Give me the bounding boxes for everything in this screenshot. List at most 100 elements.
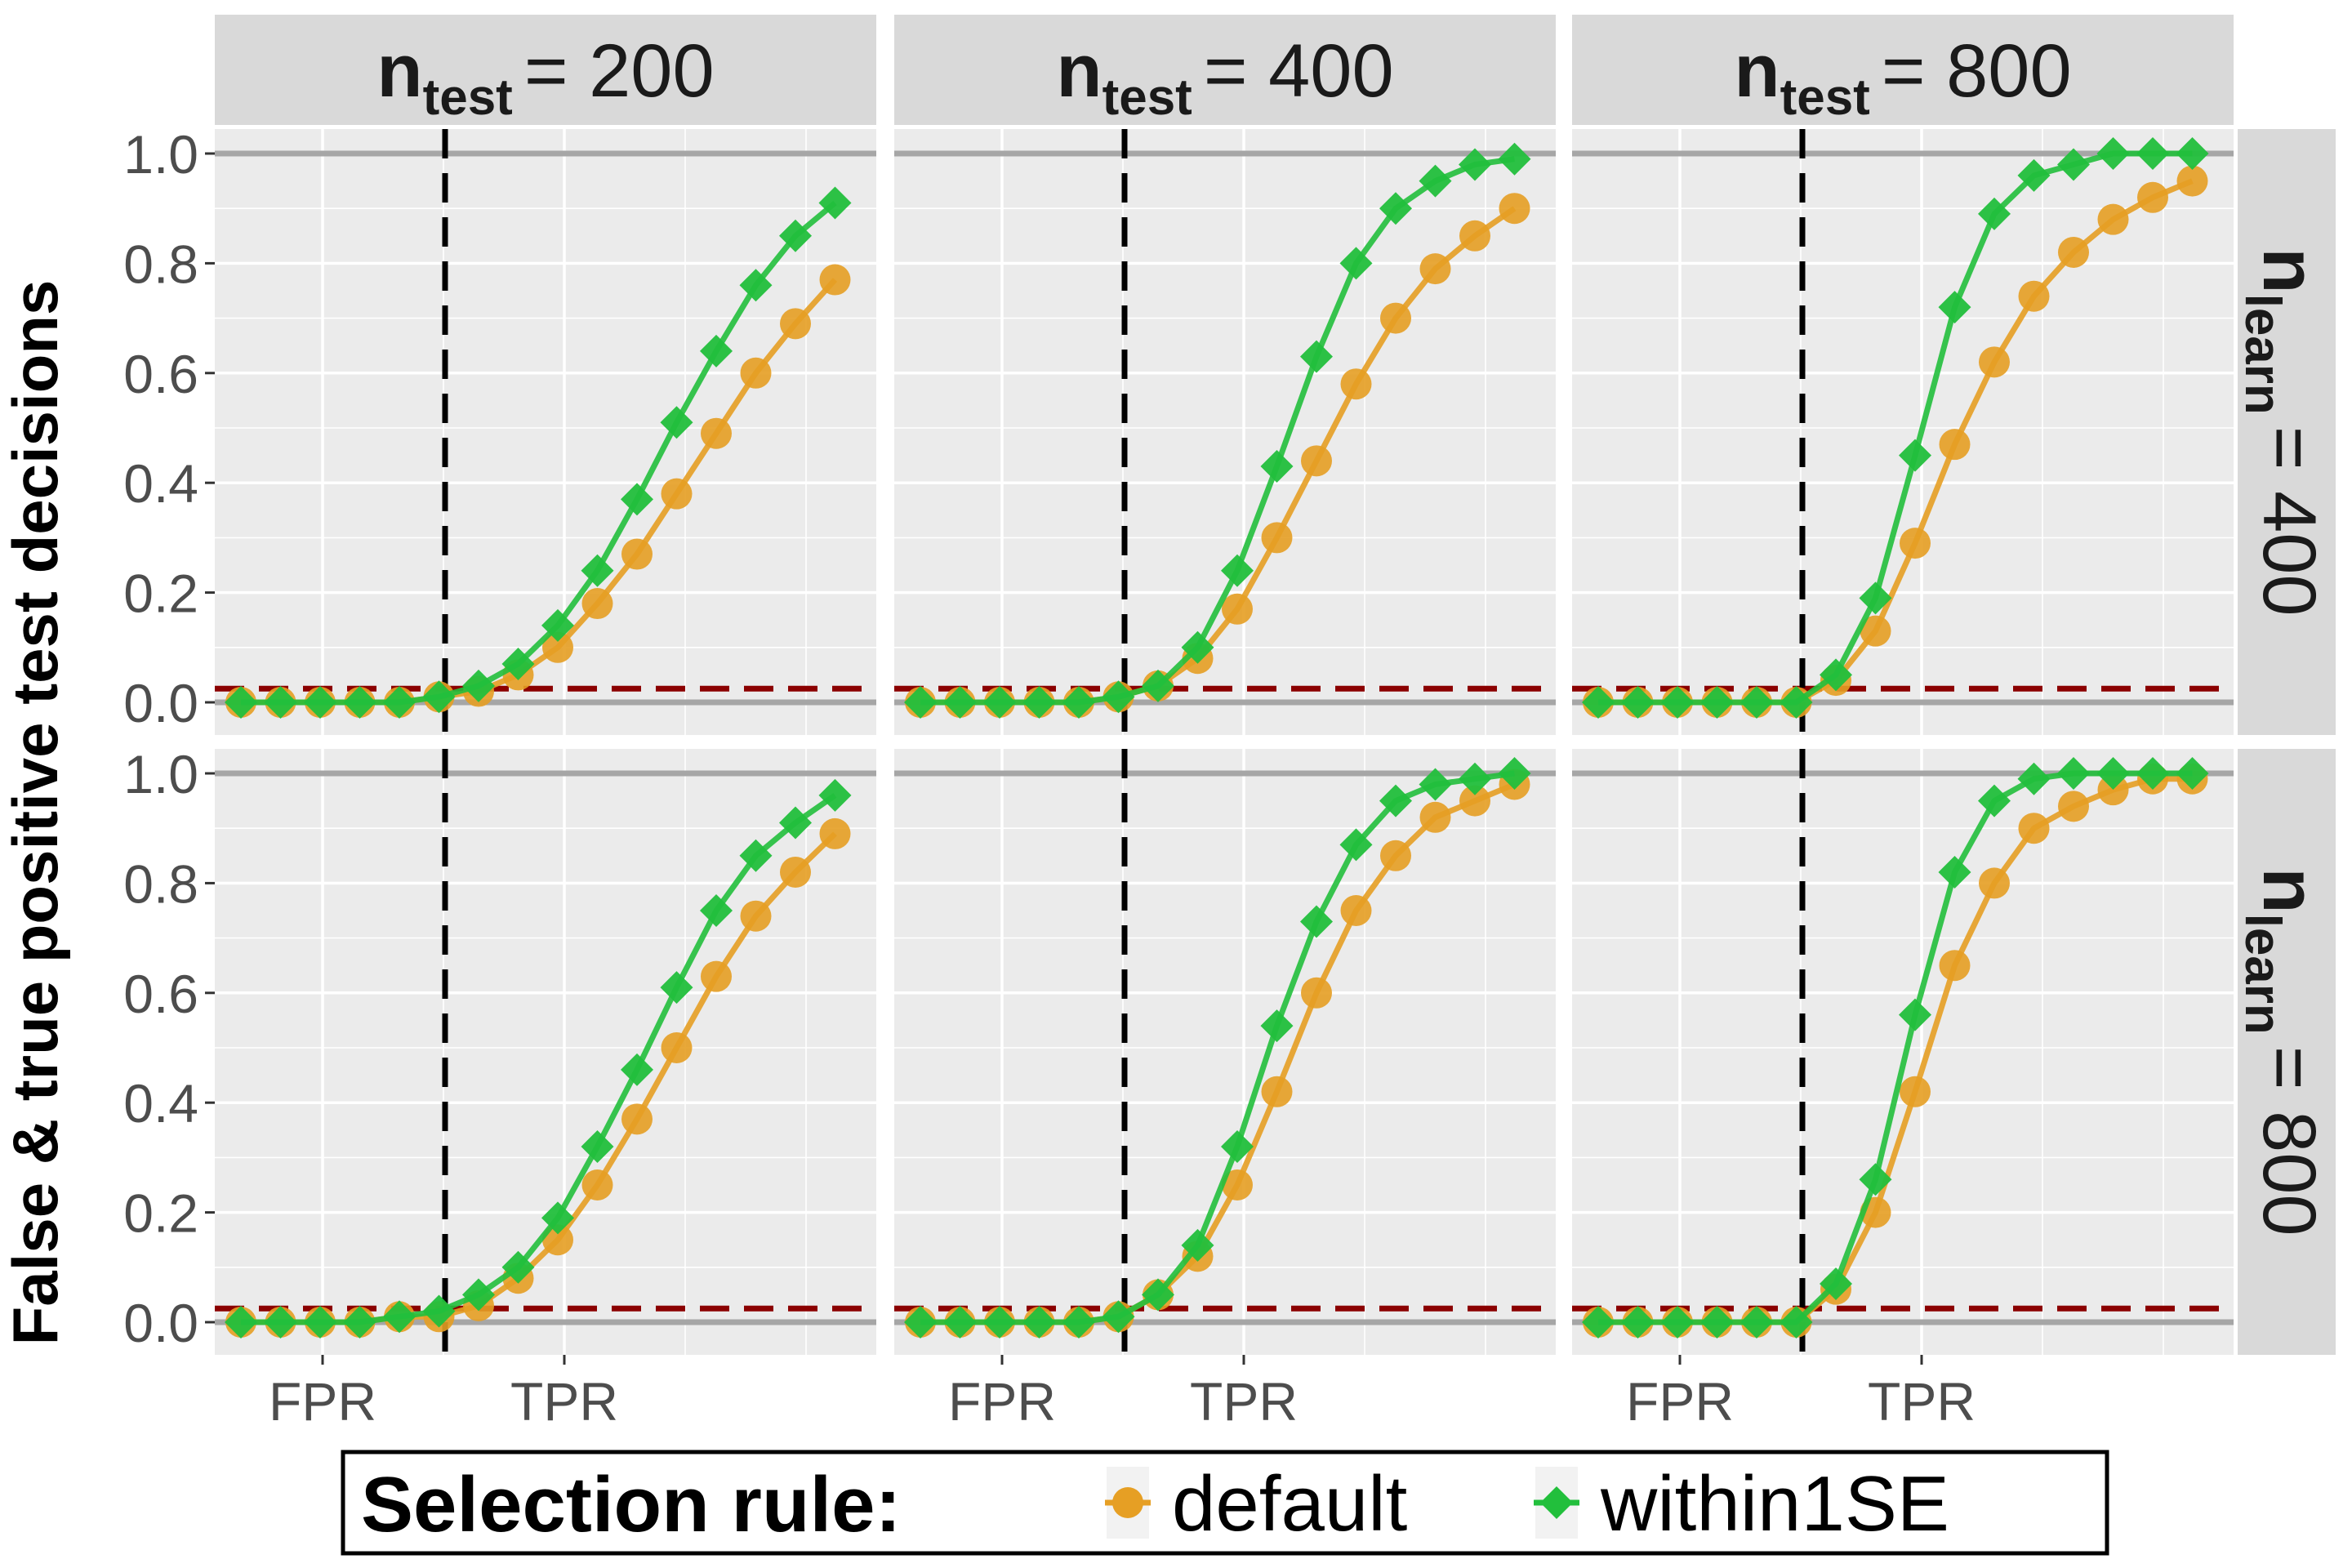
data-point-within1SE	[1181, 630, 1214, 664]
legend: Selection rule: default within1SE	[341, 1450, 2109, 1556]
panel-r0-c1	[894, 129, 1556, 735]
data-point-within1SE	[541, 608, 574, 642]
data-point-within1SE	[943, 686, 977, 719]
data-point-within1SE	[1820, 1267, 1852, 1300]
data-point-within1SE	[1899, 998, 1931, 1031]
data-point-within1SE	[1062, 686, 1095, 719]
data-point-default	[2097, 774, 2129, 806]
col-strip-label: ntest = 800	[1734, 29, 2071, 126]
data-point-default	[1301, 977, 1332, 1009]
data-point-default	[1860, 615, 1891, 647]
data-point-default	[1900, 1076, 1931, 1107]
data-point-default	[1459, 220, 1490, 252]
data-point-default	[1261, 522, 1293, 554]
data-point-within1SE	[904, 1306, 937, 1339]
data-point-default	[621, 1103, 653, 1135]
data-point-within1SE	[2136, 757, 2169, 790]
x-tick-label: FPR	[1626, 1371, 1734, 1432]
strip-base: n	[1056, 29, 1102, 113]
data-point-within1SE	[1661, 686, 1694, 719]
data-point-within1SE	[383, 686, 416, 719]
data-point-default	[780, 856, 811, 888]
data-point-default	[701, 417, 732, 449]
data-point-default	[2058, 791, 2089, 822]
data-point-default	[1340, 368, 1372, 400]
data-point-within1SE	[1820, 658, 1852, 692]
row-strip-label: nlearn = 800	[2234, 867, 2331, 1236]
series-line-within1SE	[920, 770, 1515, 1325]
data-point-default	[2176, 165, 2208, 197]
data-point-within1SE	[2136, 137, 2169, 170]
data-point-within1SE	[383, 1300, 416, 1334]
data-point-default	[621, 538, 653, 570]
data-point-default	[661, 1032, 693, 1063]
data-point-within1SE	[1142, 1278, 1174, 1312]
series-line-within1SE	[1598, 150, 2193, 706]
data-point-within1SE	[1379, 784, 1412, 817]
data-point-within1SE	[818, 778, 852, 812]
data-point-default	[2018, 813, 2050, 844]
y-tick-label: 0.0	[123, 673, 198, 733]
panel-background	[894, 749, 1556, 1355]
data-point-default	[1419, 801, 1451, 833]
data-point-within1SE	[1102, 680, 1135, 714]
data-point-within1SE	[1938, 291, 1971, 324]
data-point-default	[1419, 253, 1451, 285]
strip-sub: test	[423, 69, 513, 126]
panel-r0-c0	[215, 129, 876, 735]
data-point-within1SE	[1661, 1306, 1694, 1339]
legend-title: Selection rule:	[361, 1461, 902, 1548]
series-within1SE	[904, 757, 1531, 1339]
data-point-within1SE	[1419, 164, 1452, 198]
strip-sub: test	[1102, 69, 1192, 126]
legend-key-circle	[1112, 1487, 1143, 1518]
series-line-within1SE	[241, 200, 837, 706]
row-strip-1: nlearn = 800	[2234, 749, 2336, 1355]
y-tick-label: 0.6	[123, 964, 198, 1024]
data-point-within1SE	[2176, 137, 2209, 170]
strip-base: n	[376, 29, 422, 113]
data-point-within1SE	[264, 1306, 297, 1339]
data-point-within1SE	[2176, 757, 2209, 790]
data-point-within1SE	[818, 186, 852, 220]
data-point-within1SE	[1221, 1129, 1254, 1163]
data-point-within1SE	[779, 806, 812, 840]
data-point-default	[1261, 1076, 1293, 1107]
y-tick-label: 0.8	[123, 234, 198, 294]
data-point-within1SE	[1740, 686, 1773, 719]
data-point-within1SE	[1621, 1306, 1655, 1339]
data-point-within1SE	[2096, 137, 2130, 170]
data-point-default	[701, 960, 732, 992]
data-point-within1SE	[1740, 1306, 1773, 1339]
data-point-default	[1380, 840, 1411, 871]
data-point-default	[740, 900, 772, 932]
data-point-default	[819, 817, 851, 849]
data-point-within1SE	[1899, 439, 1931, 472]
series-line-within1SE	[1598, 770, 2193, 1325]
panel-background	[894, 129, 1556, 735]
series-within1SE	[225, 186, 852, 719]
x-tick-label: FPR	[948, 1371, 1056, 1432]
data-point-within1SE	[2017, 158, 2051, 192]
col-strip-label: ntest = 400	[1056, 29, 1393, 126]
legend-entry-default: default	[1105, 1460, 1407, 1548]
y-tick-label: 1.0	[123, 124, 198, 185]
data-point-within1SE	[700, 334, 733, 368]
data-point-default	[661, 478, 693, 510]
data-point-within1SE	[1022, 1306, 1056, 1339]
data-point-within1SE	[225, 686, 257, 719]
series-line-within1SE	[920, 156, 1515, 706]
data-point-within1SE	[621, 1053, 653, 1086]
data-point-within1SE	[1260, 1009, 1294, 1043]
data-point-within1SE	[1859, 1163, 1892, 1196]
data-point-within1SE	[2096, 757, 2130, 790]
data-point-within1SE	[1780, 686, 1813, 719]
col-strip-0: ntest = 200	[215, 15, 876, 126]
data-point-default	[1222, 1169, 1253, 1200]
data-point-default	[819, 264, 851, 296]
data-point-within1SE	[1978, 784, 2011, 817]
data-point-default	[581, 1169, 613, 1200]
data-point-default	[1979, 867, 2010, 899]
data-point-within1SE	[1300, 340, 1333, 373]
